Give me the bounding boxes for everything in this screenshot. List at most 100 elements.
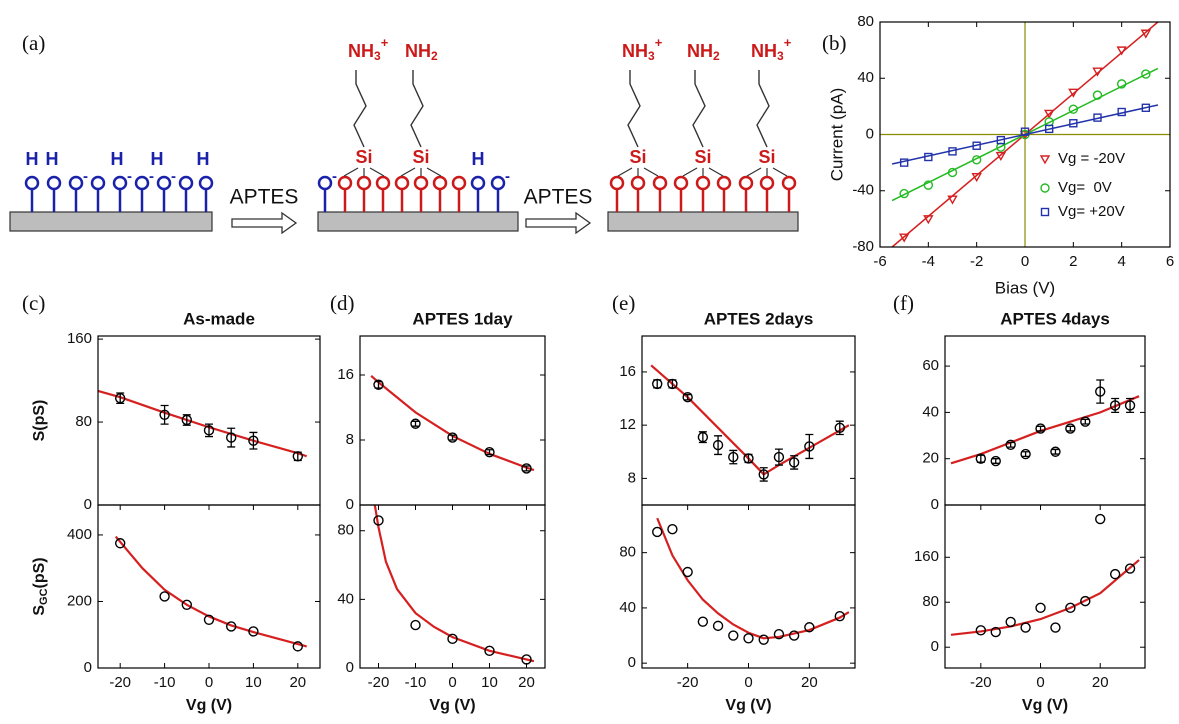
legend-label: Vg = -20V: [1058, 150, 1125, 167]
oxygen: [156, 175, 172, 191]
error-bar: [1096, 379, 1105, 404]
legend-label: Vg= +20V: [1058, 203, 1125, 220]
x-axis-label: Vg (V): [429, 697, 475, 714]
point: [728, 630, 739, 641]
y-tick-label: 160: [914, 548, 939, 565]
silicon: Si: [758, 147, 775, 167]
chart-title: APTES 4days: [1000, 309, 1110, 328]
point: [1141, 69, 1151, 79]
x-tick-label: 20: [518, 674, 535, 691]
x-tick-label: 2: [1069, 253, 1077, 270]
point: [652, 378, 663, 390]
y-tick-label: 80: [857, 13, 874, 30]
point: [225, 621, 237, 632]
y-tick-label: 8: [346, 431, 354, 448]
error-bar: [976, 454, 985, 463]
oxygen: [134, 175, 150, 191]
point: [1050, 446, 1061, 457]
fit-line: [97, 389, 308, 458]
point: [975, 625, 987, 636]
plot-frame: [97, 335, 321, 506]
point: [1140, 29, 1152, 39]
error-bar: [1051, 448, 1060, 455]
point: [521, 463, 532, 474]
oxygen: [356, 175, 372, 191]
point: [682, 392, 693, 403]
y-tick-label: 12: [619, 416, 636, 433]
oxygen: [432, 175, 448, 191]
x-tick-label: 0: [205, 674, 213, 691]
reagent: APTES: [230, 186, 299, 209]
amine-sup: +: [655, 35, 663, 50]
error-bar: [485, 449, 494, 456]
y-axis-label: Current (pA): [827, 88, 846, 182]
amine-sup: +: [381, 35, 389, 50]
y-label-base: S: [31, 605, 48, 616]
charge: -: [127, 168, 132, 185]
legend-marker: [1040, 183, 1050, 193]
point: [225, 432, 237, 443]
point: [1124, 563, 1136, 574]
point: [447, 633, 458, 645]
point: [947, 167, 958, 178]
amine-group: NH3+: [348, 35, 389, 63]
panel-label: (c): [22, 291, 45, 315]
point: [923, 180, 934, 190]
amine-group: NH2: [687, 41, 720, 63]
chain: [627, 70, 641, 148]
fit-line: [114, 535, 307, 648]
panel-label: (f): [893, 291, 914, 315]
point: [1109, 568, 1121, 580]
x-tick-label: 10: [245, 674, 262, 691]
y-tick-label: 80: [75, 413, 92, 430]
point: [203, 425, 215, 436]
error-bar: [1036, 425, 1045, 432]
oxygen: [652, 175, 668, 191]
x-tick-label: 20: [289, 674, 306, 691]
x-axis-label: Vg (V): [725, 697, 771, 714]
point: [948, 147, 957, 156]
bond: [369, 167, 385, 177]
hydrogen: H: [472, 149, 485, 169]
error-bar: [448, 434, 457, 441]
amine-base: NH: [751, 41, 777, 61]
error-bar: [698, 431, 707, 444]
point: [1117, 107, 1126, 117]
x-tick-label: 0: [1036, 674, 1044, 691]
chain: [756, 70, 770, 148]
point: [743, 633, 754, 644]
substrate: [317, 211, 519, 232]
plot-frame: [641, 504, 856, 669]
plot-frame: [944, 335, 1146, 506]
y-tick-label: -80: [852, 238, 874, 255]
bond: [617, 167, 633, 177]
hydrogen: H: [111, 149, 124, 169]
point: [788, 630, 800, 641]
point: [834, 610, 845, 622]
x-tick-label: 6: [1166, 253, 1174, 270]
amine-base: NH: [622, 41, 648, 61]
oxygen: [451, 175, 467, 191]
point: [1141, 103, 1151, 112]
fit-line: [370, 374, 535, 472]
point: [947, 195, 958, 205]
chain: [692, 70, 706, 148]
point: [1080, 416, 1091, 427]
point: [924, 152, 933, 162]
point: [114, 538, 126, 549]
point: [1005, 616, 1016, 628]
charge: -: [332, 168, 337, 185]
x-tick-label: -4: [922, 253, 935, 270]
y-axis-label: S(pS): [31, 400, 48, 442]
point: [697, 431, 709, 443]
point: [1068, 88, 1079, 98]
error-bar: [991, 458, 1000, 464]
point: [728, 451, 739, 463]
y-tick-label: 0: [84, 659, 92, 676]
silicon: Si: [629, 147, 646, 167]
oxygen: [490, 175, 506, 191]
chart-title: APTES 2days: [704, 309, 814, 328]
error-bar: [1006, 441, 1015, 448]
y-tick-label: 16: [337, 366, 354, 383]
